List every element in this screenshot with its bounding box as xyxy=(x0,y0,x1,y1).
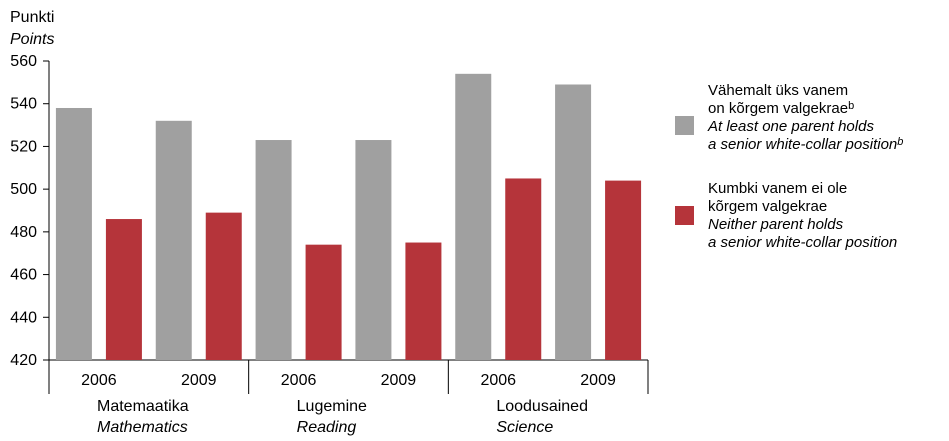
y-tick-label: 420 xyxy=(10,352,37,369)
bar-non-senior xyxy=(605,180,642,360)
y-axis-title: Punkti xyxy=(10,9,54,26)
y-axis-title-en: Points xyxy=(10,31,54,48)
bar-senior xyxy=(355,140,392,360)
legend-label-non-senior-1: Kumbki vanem ei ole xyxy=(708,180,848,197)
legend-label-senior-1: Vähemalt üks vanem xyxy=(708,82,849,99)
legend-swatch-senior xyxy=(675,116,694,135)
bar-non-senior xyxy=(205,212,242,360)
y-tick-label: 480 xyxy=(10,224,37,241)
y-tick-label: 460 xyxy=(10,267,37,284)
bar-non-senior xyxy=(405,242,442,360)
group-label: Loodusained xyxy=(496,398,588,415)
x-year-label: 2009 xyxy=(381,372,417,389)
group-label-en: Mathematics xyxy=(97,419,188,436)
x-year-label: 2006 xyxy=(81,372,117,389)
group-label: Lugemine xyxy=(297,398,367,415)
bar-senior xyxy=(55,107,92,360)
x-year-label: 2009 xyxy=(580,372,616,389)
y-tick-label: 520 xyxy=(10,138,37,155)
legend-label-senior-en-2: a senior white-collar position xyxy=(708,136,898,153)
y-tick-label: 560 xyxy=(10,53,37,70)
group-label: Matemaatika xyxy=(97,398,189,415)
bar-senior xyxy=(455,73,492,361)
group-label-en: Science xyxy=(496,419,553,436)
group-label-en: Reading xyxy=(297,419,357,436)
bar-senior xyxy=(555,84,592,360)
bar-non-senior xyxy=(505,178,542,360)
x-year-label: 2006 xyxy=(281,372,317,389)
y-tick-label: 440 xyxy=(10,309,37,326)
legend-swatch-non-senior xyxy=(675,206,694,225)
x-year-label: 2006 xyxy=(480,372,516,389)
bar-non-senior xyxy=(105,219,142,360)
x-year-label: 2009 xyxy=(181,372,217,389)
legend-footnote-b-en: b xyxy=(897,136,904,148)
legend-label-non-senior-en-2: a senior white-collar position xyxy=(708,234,898,251)
legend-label-non-senior-2: kõrgem valgekrae xyxy=(708,198,828,215)
bar-senior xyxy=(155,120,192,360)
legend-label-senior-en-1: At least one parent holds xyxy=(708,118,874,135)
y-tick-label: 540 xyxy=(10,96,37,113)
bar-non-senior xyxy=(305,244,342,360)
y-tick-label: 500 xyxy=(10,181,37,198)
legend-footnote-b: b xyxy=(848,100,855,112)
legend-label-senior-2: on kõrgem valgekrae xyxy=(708,100,849,117)
bar-senior xyxy=(255,140,292,360)
legend-label-non-senior-en-1: Neither parent holds xyxy=(708,216,844,233)
